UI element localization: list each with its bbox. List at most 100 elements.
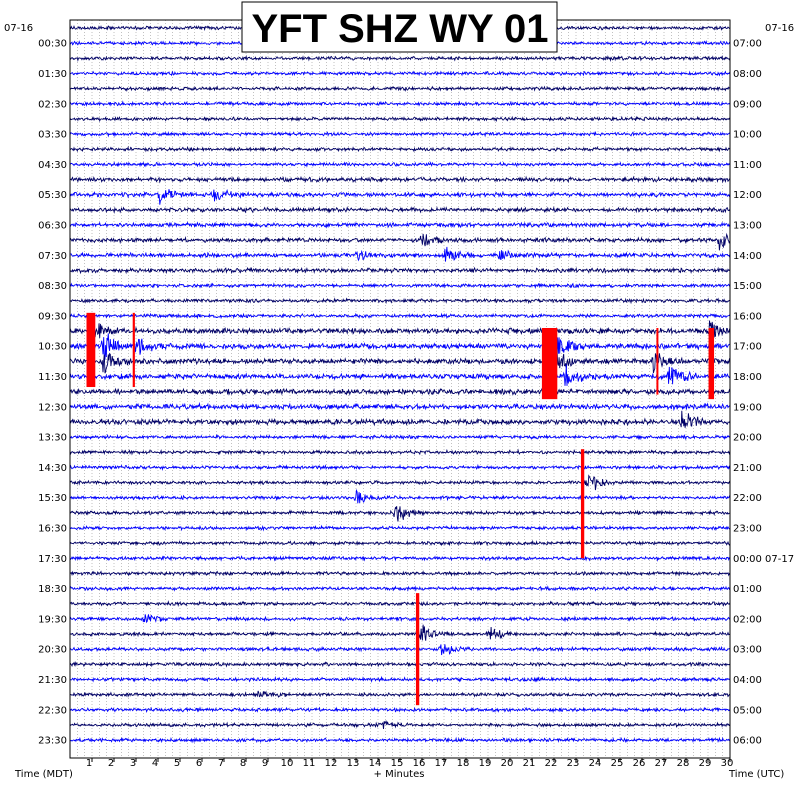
x-tick-label: 25: [611, 758, 624, 769]
right-time-label: 14:00: [733, 251, 762, 262]
right-time-label: 21:00: [733, 463, 762, 474]
trace-line: [69, 100, 731, 108]
trace-line: [69, 161, 731, 168]
right-time-label: 08:00: [733, 69, 762, 80]
x-tick-label: 24: [589, 758, 602, 769]
x-tick-label: 11: [303, 758, 316, 769]
chart-title: YFT SHZ WY 01: [251, 7, 548, 51]
date-right: 07-16: [765, 23, 794, 34]
left-time-label: 06:30: [38, 220, 67, 231]
trace-line: [69, 720, 730, 730]
x-tick-label: 9: [262, 758, 268, 769]
x-tick-label: 7: [218, 758, 224, 769]
clip-marker: [132, 312, 135, 388]
left-time-label: 14:30: [38, 463, 67, 474]
trace-line: [69, 350, 731, 374]
trace-line: [69, 115, 731, 123]
x-tick-label: 18: [457, 758, 470, 769]
left-time-label: 04:30: [38, 160, 67, 171]
x-tick-label: 29: [699, 758, 712, 769]
x-tick-label: 22: [545, 758, 558, 769]
trace-line: [69, 333, 731, 360]
right-time-label: 11:00: [733, 160, 762, 171]
x-tick-label: 16: [413, 758, 426, 769]
left-time-label: 16:30: [38, 523, 67, 534]
clip-marker: [656, 328, 659, 395]
clip-marker: [541, 328, 558, 400]
trace-line: [69, 70, 731, 77]
trace-line: [69, 660, 731, 668]
trace-line: [69, 364, 731, 386]
x-tick-label: 10: [281, 758, 294, 769]
x-tick-label: 6: [196, 758, 202, 769]
x-tick-label: 21: [523, 758, 536, 769]
left-time-label: 01:30: [38, 69, 67, 80]
trace-line: [69, 205, 731, 214]
x-tick-label: 2: [108, 758, 114, 769]
clip-marker: [580, 449, 585, 559]
x-tick-label: 20: [501, 758, 514, 769]
trace-line: [69, 175, 731, 184]
right-time-label: 13:00: [733, 220, 762, 231]
left-time-label: 00:30: [38, 39, 67, 50]
trace-line: [69, 506, 731, 522]
x-tick-label: 13: [347, 758, 360, 769]
x-axis-ticks: 1 2 3 4 5 6 7 8 9 10 11 12 13 14 15 16 17 18 19 20 21 22 23 24 2…: [86, 758, 734, 769]
x-tick-label: 28: [677, 758, 690, 769]
right-time-label: 03:00: [733, 645, 762, 656]
x-axis-label: + Minutes: [374, 769, 425, 780]
trace-line: [69, 232, 731, 251]
right-time-label: 15:00: [733, 281, 762, 292]
x-tick-label: 4: [152, 758, 158, 769]
right-time-label: 10:00: [733, 130, 762, 141]
trace-line: [69, 85, 730, 93]
x-tick-label: 17: [435, 758, 448, 769]
right-time-label: 22:00: [733, 493, 762, 504]
right-time-label: 12:00: [733, 190, 762, 201]
clipped-events: [86, 312, 715, 706]
trace-line: [69, 736, 731, 744]
right-time-label: 00:00 07-17: [733, 554, 794, 565]
left-time-label: 22:30: [38, 705, 67, 716]
x-axis-left-label: Time (MDT): [14, 769, 73, 780]
trace-line: [69, 387, 731, 396]
trace-line: [69, 54, 731, 62]
right-time-label: 07:00: [733, 39, 762, 50]
trace-line: [69, 448, 731, 456]
left-time-label: 18:30: [38, 584, 67, 595]
left-time-label: 03:30: [38, 130, 67, 141]
x-tick-label: 1: [86, 758, 92, 769]
trace-line: [69, 570, 731, 577]
left-time-label: 21:30: [38, 675, 67, 686]
right-time-label: 17:00: [733, 342, 762, 353]
left-time-label: 12:30: [38, 402, 67, 413]
x-tick-label: 26: [633, 758, 646, 769]
trace-line: [69, 524, 731, 532]
left-time-label: 23:30: [38, 736, 67, 747]
trace-line: [69, 320, 731, 340]
trace-line: [69, 555, 731, 562]
trace-line: [69, 130, 731, 138]
left-time-labels: 00:30 01:30 02:30 03:30 04:30 05:30 06:30 07:30…: [38, 39, 67, 747]
trace-line: [69, 539, 731, 547]
left-time-label: 17:30: [38, 554, 67, 565]
right-time-label: 16:00: [733, 311, 762, 322]
trace-line: [69, 706, 731, 714]
trace-line: [69, 221, 731, 229]
trace-line: [69, 410, 731, 428]
trace-line: [69, 266, 731, 275]
trace-line: [69, 282, 731, 290]
trace-line: [69, 401, 731, 412]
x-tick-label: 19: [479, 758, 492, 769]
x-tick-label: 30: [721, 758, 734, 769]
seismic-traces: [69, 24, 731, 744]
right-time-label: 09:00: [733, 99, 762, 110]
left-time-label: 15:30: [38, 493, 67, 504]
right-time-label: 05:00: [733, 705, 762, 716]
trace-line: [70, 145, 731, 153]
left-time-label: 02:30: [38, 99, 67, 110]
clip-marker: [415, 593, 420, 706]
left-time-label: 09:30: [38, 311, 67, 322]
trace-line: [69, 675, 731, 683]
trace-line: [69, 297, 731, 305]
